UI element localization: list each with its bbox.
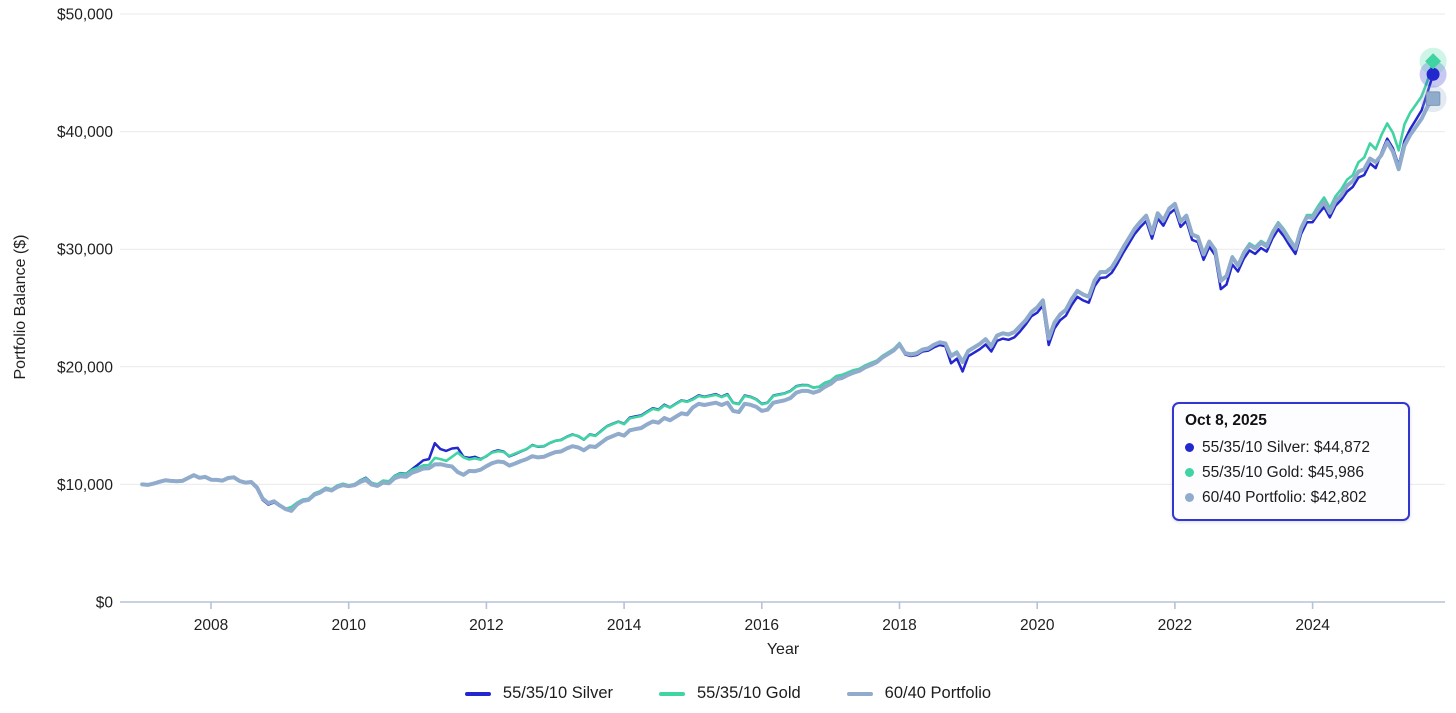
- y-tick-label-10000: $10,000: [57, 477, 113, 494]
- x-tick-label-2020: 2020: [1020, 617, 1055, 634]
- end-marker-55-35-10-gold: [1425, 53, 1442, 70]
- gold-dot-icon: [1185, 468, 1194, 477]
- x-tick-label-2022: 2022: [1158, 617, 1192, 634]
- chart-tooltip: Oct 8, 2025 55/35/10 Silver: $44,872 55/…: [1172, 402, 1410, 521]
- tooltip-6040-value: 60/40 Portfolio: $42,802: [1202, 488, 1367, 506]
- y-tick-label-50000: $50,000: [57, 7, 113, 24]
- legend-label-gold: 55/35/10 Gold: [697, 684, 801, 702]
- x-tick-label-2008: 2008: [194, 617, 228, 634]
- legend-item-gold[interactable]: 55/35/10 Gold: [659, 684, 801, 703]
- y-tick-label-20000: $20,000: [57, 359, 113, 376]
- x-tick-label-2014: 2014: [607, 617, 642, 634]
- legend-label-6040: 60/40 Portfolio: [884, 684, 992, 702]
- x-tick-label-2016: 2016: [745, 617, 779, 634]
- end-marker-55-35-10-silver: [1426, 67, 1440, 81]
- end-marker-60-40-portfolio: [1425, 91, 1441, 106]
- sixty-forty-line-swatch-icon: [846, 691, 873, 696]
- x-tick-label-2018: 2018: [882, 617, 916, 634]
- legend-label-silver: 55/35/10 Silver: [502, 684, 613, 702]
- tooltip-gold-value: 55/35/10 Gold: $45,986: [1202, 463, 1365, 481]
- x-tick-label-2012: 2012: [469, 617, 503, 634]
- legend-item-silver[interactable]: 55/35/10 Silver: [464, 684, 613, 703]
- series-line-60-40-portfolio: [140, 96, 1436, 513]
- gold-line-swatch-icon: [659, 691, 685, 696]
- y-tick-label-0: $0: [96, 595, 114, 612]
- sixty-forty-dot-icon: [1185, 493, 1194, 502]
- y-tick-label-30000: $30,000: [57, 242, 113, 259]
- tooltip-row-gold: 55/35/10 Gold: $45,986: [1185, 460, 1397, 485]
- tooltip-silver-value: 55/35/10 Silver: $44,872: [1202, 438, 1371, 456]
- x-axis-title: Year: [766, 641, 800, 658]
- silver-dot-icon: [1185, 443, 1194, 452]
- legend-item-6040[interactable]: 60/40 Portfolio: [846, 684, 992, 703]
- x-tick-label-2024: 2024: [1295, 617, 1330, 634]
- chart-legend: 55/35/10 Silver 55/35/10 Gold 60/40 Port…: [0, 684, 1456, 703]
- tooltip-row-silver: 55/35/10 Silver: $44,872: [1185, 435, 1397, 460]
- y-axis-title: Portfolio Balance ($): [12, 234, 29, 380]
- silver-line-swatch-icon: [464, 691, 491, 696]
- x-tick-label-2010: 2010: [331, 617, 366, 634]
- tooltip-date: Oct 8, 2025: [1185, 412, 1267, 429]
- y-tick-label-40000: $40,000: [57, 124, 113, 141]
- tooltip-row-6040: 60/40 Portfolio: $42,802: [1185, 485, 1397, 510]
